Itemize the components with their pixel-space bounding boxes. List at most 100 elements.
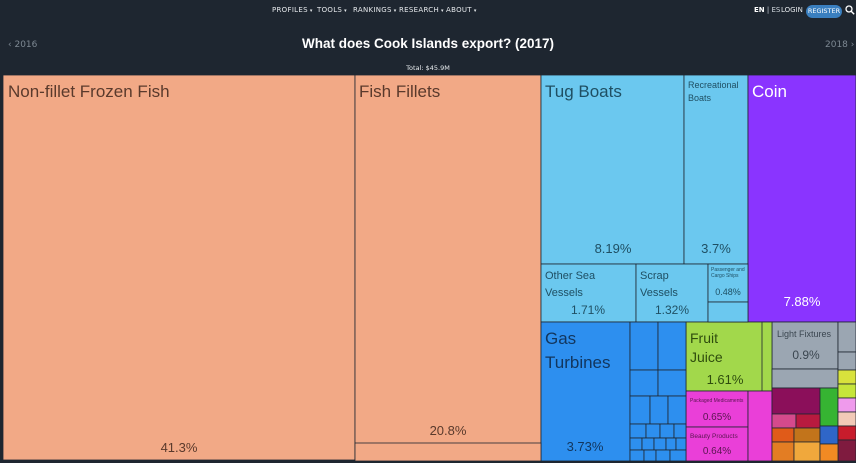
tile-share: 1.32% [655, 303, 689, 317]
treemap-minor-tile[interactable] [655, 449, 671, 462]
tile-label: Packaged Medicaments [690, 398, 744, 404]
treemap-minor-tile[interactable] [641, 437, 655, 451]
treemap-minor-tile[interactable] [819, 425, 839, 445]
tile-share: 20.8% [430, 423, 467, 438]
tile-label: Tug Boats [545, 82, 622, 101]
treemap-minor-tile[interactable] [793, 427, 821, 443]
treemap-minor-tile[interactable] [665, 437, 677, 451]
tile-label: Fruit [690, 330, 718, 346]
tile-share: 7.88% [784, 294, 821, 309]
treemap-minor-tile[interactable] [629, 437, 643, 451]
tile-label: Vessels [640, 287, 678, 299]
treemap-minor-tile[interactable] [707, 301, 749, 323]
tile-label: Gas [545, 329, 576, 348]
treemap-minor-tile[interactable] [771, 368, 839, 389]
tile-share: 0.65% [703, 412, 731, 423]
treemap-tile[interactable] [707, 263, 749, 303]
treemap-minor-tile[interactable] [837, 321, 856, 353]
tile-label: Light Fixtures [777, 329, 832, 339]
treemap-minor-tile[interactable] [793, 441, 821, 462]
nav-tools[interactable]: TOOLS ▾ [317, 6, 347, 14]
treemap-minor-tile[interactable] [657, 369, 687, 397]
treemap-minor-tile[interactable] [771, 387, 821, 415]
treemap-minor-tile[interactable] [795, 413, 821, 429]
treemap-minor-tile[interactable] [837, 369, 856, 385]
treemap-minor-tile[interactable] [645, 423, 661, 439]
treemap-minor-tile[interactable] [669, 449, 687, 462]
treemap-minor-tile[interactable] [837, 439, 856, 462]
tile-label: Fish Fillets [359, 82, 440, 101]
treemap-minor-tile[interactable] [771, 427, 795, 443]
treemap-tile[interactable] [683, 74, 749, 265]
treemap-minor-tile[interactable] [629, 321, 659, 371]
treemap-tile[interactable] [354, 74, 542, 461]
tile-label: Cargo Ships [711, 273, 739, 279]
chart-total: Total: $45.9M [406, 64, 450, 72]
next-year-link[interactable]: 2018 › [825, 40, 855, 50]
top-navigation: PROFILES ▾ TOOLS ▾ RANKINGS ▾ RESEARCH ▾ ABO… [0, 0, 856, 24]
tile-label: Coin [752, 82, 787, 101]
treemap-minor-tile[interactable] [629, 449, 645, 462]
tile-label: Beauty Products [690, 433, 738, 440]
chart-title: What does Cook Islands export? (2017) [301, 36, 555, 51]
tile-label: Vessels [545, 287, 583, 299]
treemap-minor-tile[interactable] [771, 441, 795, 462]
treemap-minor-tile[interactable] [837, 383, 856, 399]
treemap-minor-tile[interactable] [761, 321, 773, 392]
tile-label: Recreational [688, 80, 739, 90]
treemap-tile[interactable] [747, 74, 856, 323]
register-button[interactable]: REGISTER [806, 5, 842, 18]
treemap-minor-tile[interactable] [643, 449, 657, 462]
treemap-minor-tile[interactable] [673, 423, 687, 439]
nav-research[interactable]: RESEARCH ▾ [399, 6, 444, 14]
nav-rankings[interactable]: RANKINGS ▾ [353, 6, 397, 14]
previous-year-link[interactable]: ‹ 2016 [8, 40, 38, 50]
tile-label: Other Sea [545, 270, 596, 282]
search-icon[interactable] [845, 5, 855, 15]
login-link[interactable]: LOGIN [781, 6, 803, 14]
treemap-tile[interactable] [540, 321, 631, 462]
treemap-minor-tile[interactable] [837, 411, 856, 427]
tile-label: Scrap [640, 270, 669, 282]
tile-share: 3.73% [567, 439, 604, 454]
tile-share: 8.19% [595, 241, 632, 256]
tile-share: 3.7% [701, 241, 731, 256]
treemap-minor-tile[interactable] [653, 437, 667, 451]
treemap-minor-tile[interactable] [659, 423, 675, 439]
treemap-minor-tile[interactable] [354, 442, 542, 462]
treemap-minor-tile[interactable] [747, 390, 773, 462]
treemap-tile[interactable] [685, 390, 749, 428]
tile-share: 0.48% [715, 287, 741, 297]
treemap-minor-tile[interactable] [837, 425, 856, 441]
treemap-minor-tile[interactable] [629, 395, 651, 425]
chevron-left-icon: ‹ [8, 40, 12, 50]
treemap-minor-tile[interactable] [629, 423, 647, 439]
tile-share: 1.71% [571, 303, 605, 317]
treemap-minor-tile[interactable] [819, 387, 839, 427]
treemap-tile[interactable] [540, 74, 685, 265]
tile-share: 41.3% [161, 440, 198, 455]
tile-share: 0.9% [792, 348, 820, 362]
nav-about[interactable]: ABOUT ▾ [446, 6, 477, 14]
tile-label: Turbines [545, 353, 611, 372]
treemap-minor-tile[interactable] [675, 437, 687, 451]
treemap-tile[interactable] [2, 74, 356, 461]
tile-label: Non-fillet Frozen Fish [8, 82, 170, 101]
nav-profiles[interactable]: PROFILES ▾ [272, 6, 313, 14]
treemap-tile[interactable] [685, 426, 749, 462]
lang-es[interactable]: ES [771, 6, 781, 14]
treemap-tile[interactable] [540, 263, 637, 323]
treemap-minor-tile[interactable] [657, 321, 687, 371]
treemap-minor-tile[interactable] [837, 397, 856, 413]
treemap-minor-tile[interactable] [837, 351, 856, 371]
language-switch[interactable]: EN | ES [754, 6, 780, 14]
treemap-minor-tile[interactable] [771, 413, 797, 429]
lang-en[interactable]: EN [754, 6, 765, 14]
treemap-minor-tile[interactable] [629, 369, 659, 397]
treemap-minor-tile[interactable] [667, 395, 687, 425]
chevron-right-icon: › [850, 40, 855, 50]
treemap-minor-tile[interactable] [819, 443, 839, 462]
treemap-minor-tile[interactable] [649, 395, 669, 425]
tile-label: Juice [690, 349, 723, 365]
